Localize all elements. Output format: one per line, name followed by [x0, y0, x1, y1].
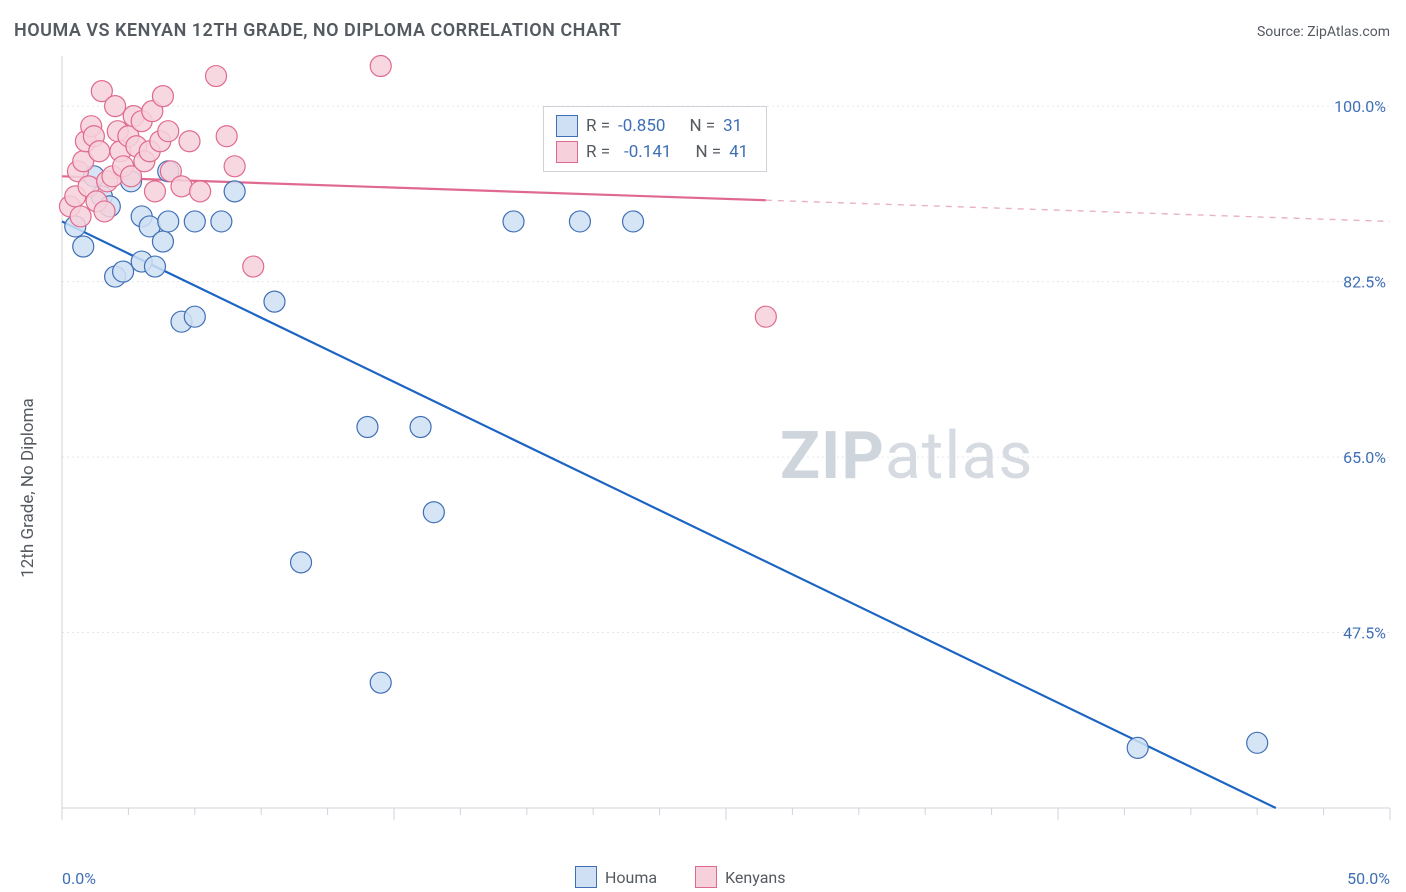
chart-title: HOUMA VS KENYAN 12TH GRADE, NO DIPLOMA C… — [14, 20, 621, 41]
n-value: 31 — [723, 113, 742, 139]
x-axis-max-label: 50.0% — [1347, 869, 1390, 888]
svg-text:100.0%: 100.0% — [1334, 97, 1386, 116]
stats-row-kenyans: R = -0.141 N = 41 — [556, 139, 748, 165]
legend-item-kenyans: Kenyans — [695, 866, 785, 888]
legend-label: Kenyans — [725, 868, 785, 887]
svg-text:47.5%: 47.5% — [1343, 624, 1386, 643]
svg-text:82.5%: 82.5% — [1343, 273, 1386, 292]
n-label: N = — [695, 139, 721, 165]
stats-legend: R = -0.850 N = 31 R = -0.141 N = 41 — [543, 106, 767, 172]
legend-item-houma: Houma — [575, 866, 657, 888]
r-value: -0.850 — [618, 113, 665, 139]
n-value: 41 — [729, 139, 748, 165]
y-axis-label: 12th Grade, No Diploma — [18, 398, 38, 578]
stats-row-houma: R = -0.850 N = 31 — [556, 113, 748, 139]
n-label: N = — [689, 113, 715, 139]
source-label: Source: ZipAtlas.com — [1257, 24, 1390, 40]
svg-text:65.0%: 65.0% — [1343, 448, 1386, 467]
r-label: R = — [586, 113, 610, 139]
swatch-icon — [556, 141, 578, 163]
legend-label: Houma — [605, 868, 657, 887]
r-value: -0.141 — [618, 139, 671, 165]
x-axis-min-label: 0.0% — [62, 869, 96, 888]
chart-area: 47.5% 65.0% 82.5% 100.0% 12th Grade, No Dip… — [0, 48, 1406, 892]
bottom-legend: Houma Kenyans — [575, 866, 786, 888]
swatch-icon — [556, 115, 578, 137]
swatch-icon — [695, 866, 717, 888]
swatch-icon — [575, 866, 597, 888]
r-label: R = — [586, 139, 610, 165]
source-prefix: Source: — [1257, 24, 1307, 40]
source-link[interactable]: ZipAtlas.com — [1307, 24, 1390, 40]
